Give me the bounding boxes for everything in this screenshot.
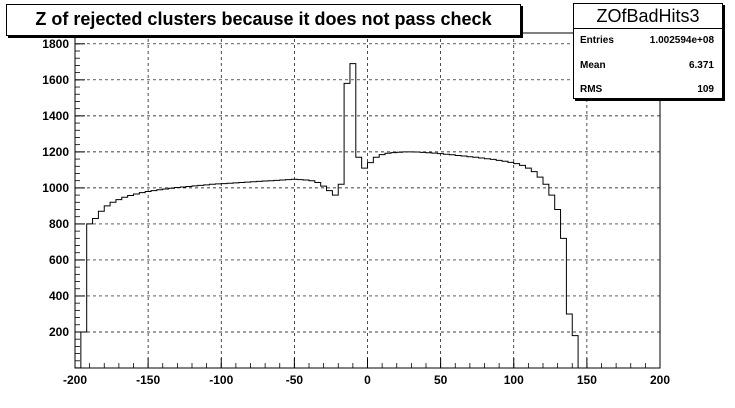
y-tick-label: 1000 bbox=[42, 181, 69, 195]
y-axis: 200 400 600 800 1000 1200 1400 1600 1800 bbox=[42, 36, 85, 369]
y-tick-label: 1600 bbox=[42, 73, 69, 87]
y-tick-label: 400 bbox=[49, 289, 69, 303]
chart-title-box: Z of rejected clusters because it does n… bbox=[6, 4, 521, 36]
x-tick-label: 100 bbox=[504, 373, 524, 387]
y-tick-label: 1200 bbox=[42, 145, 69, 159]
y-tick-label: 200 bbox=[49, 325, 69, 339]
y-tick-label: 1800 bbox=[42, 37, 69, 51]
y-tick-label: 600 bbox=[49, 253, 69, 267]
x-axis: -200 -150 -100 -50 0 50 100 150 200 bbox=[63, 358, 670, 387]
stats-row-mean: Mean 6.371 bbox=[580, 55, 714, 77]
stats-histogram-name: ZOfBadHits3 bbox=[574, 4, 722, 29]
stats-row-rms: RMS 109 bbox=[580, 79, 714, 101]
x-tick-label: -100 bbox=[209, 373, 233, 387]
x-tick-label: 50 bbox=[434, 373, 448, 387]
stats-mean-value: 6.371 bbox=[688, 60, 714, 71]
x-tick-label: -200 bbox=[63, 373, 87, 387]
x-tick-label: -50 bbox=[286, 373, 304, 387]
x-tick-label: 0 bbox=[364, 373, 371, 387]
stats-entries-value: 1.002594e+08 bbox=[649, 35, 714, 46]
x-tick-label: -150 bbox=[136, 373, 160, 387]
stats-rms-value: 109 bbox=[697, 84, 714, 95]
stats-entries-label: Entries bbox=[580, 35, 614, 46]
stats-mean-label: Mean bbox=[580, 60, 606, 71]
x-tick-label: 200 bbox=[650, 373, 670, 387]
histogram-series-line bbox=[74, 63, 579, 369]
stats-row-entries: Entries 1.002594e+08 bbox=[580, 30, 714, 52]
stats-rms-label: RMS bbox=[580, 84, 603, 95]
y-tick-label: 1400 bbox=[42, 109, 69, 123]
x-tick-label: 150 bbox=[577, 373, 597, 387]
stats-box: ZOfBadHits3 Entries 1.002594e+08 Mean 6.… bbox=[573, 3, 723, 99]
y-tick-label: 800 bbox=[49, 217, 69, 231]
chart-title: Z of rejected clusters because it does n… bbox=[35, 9, 492, 29]
